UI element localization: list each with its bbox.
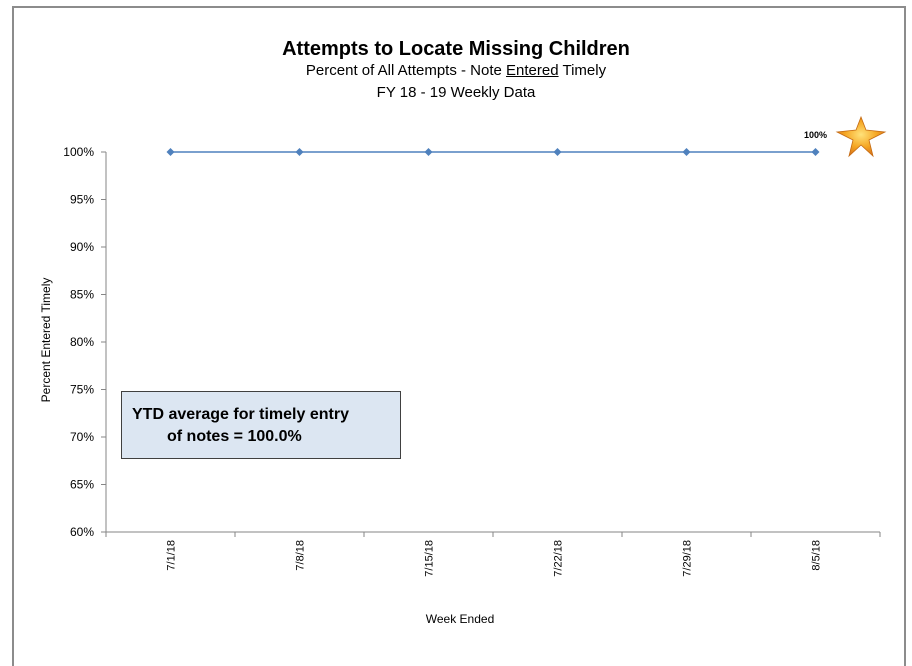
y-tick-label: 95%: [70, 193, 94, 207]
y-axis-label: Percent Entered Timely: [39, 278, 53, 403]
y-tick-label: 65%: [70, 478, 94, 492]
chart-subtitle: Percent of All Attempts - Note Entered T…: [0, 62, 912, 79]
y-tick-label: 60%: [70, 525, 94, 539]
subtitle-prefix: Percent of All Attempts - Note: [305, 62, 507, 79]
x-tick-label: 7/22/18: [553, 540, 565, 577]
y-tick-label: 85%: [70, 288, 94, 302]
ytd-average-line1: YTD average for timely entry: [132, 406, 349, 423]
y-tick-label: 70%: [70, 430, 94, 444]
ytd-average-box: YTD average for timely entry of notes = …: [121, 391, 401, 459]
data-point: [682, 148, 691, 156]
x-tick-label: 7/15/18: [424, 540, 436, 577]
last-point-data-label: 100%: [804, 130, 827, 140]
data-point: [553, 148, 562, 156]
subtitle-underlined-word: Entered: [506, 62, 559, 79]
chart-title: Attempts to Locate Missing Children: [282, 38, 630, 60]
data-point: [166, 148, 175, 156]
x-ticks: 7/1/18 7/8/18 7/15/18 7/22/18 7/29/18 8/5/18: [105, 532, 881, 577]
x-tick-label: 8/5/18: [811, 540, 823, 571]
chart-subtitle-2: FY 18 - 19 Weekly Data: [376, 84, 536, 101]
x-axis-label: Week Ended: [426, 612, 495, 626]
data-point: [811, 148, 820, 156]
data-point: [424, 148, 433, 156]
subtitle-suffix: Timely: [558, 62, 607, 79]
x-tick-label: 7/8/18: [295, 540, 307, 571]
y-tick-label: 100%: [63, 145, 94, 159]
y-tick-label: 80%: [70, 335, 94, 349]
x-tick-label: 7/29/18: [682, 540, 694, 577]
ytd-average-line2: of notes = 100.0%: [167, 428, 302, 445]
y-ticks: 60% 65% 70% 75% 80% 85% 90% 95% 100%: [63, 145, 106, 539]
chart-frame: [12, 6, 906, 666]
y-tick-label: 90%: [70, 240, 94, 254]
series-group: [166, 148, 820, 156]
data-point: [295, 148, 304, 156]
star-icon: [835, 115, 887, 158]
x-tick-label: 7/1/18: [166, 540, 178, 571]
y-tick-label: 75%: [70, 383, 94, 397]
